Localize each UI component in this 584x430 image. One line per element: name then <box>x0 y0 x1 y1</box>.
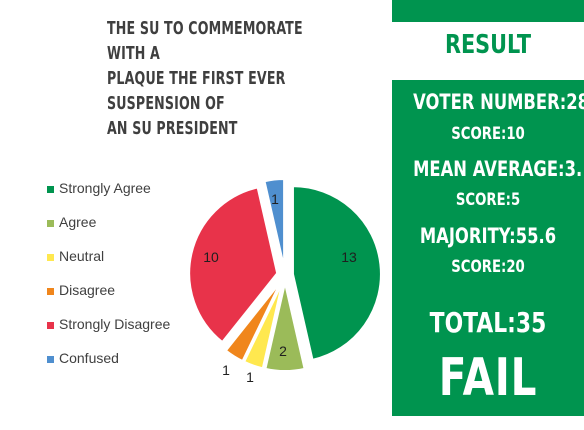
result-panel: RESULT VOTER NUMBER:28 SCORE:10 MEAN AVE… <box>392 0 584 430</box>
legend-label: Disagree <box>59 282 116 298</box>
pie-slice <box>264 282 306 372</box>
legend-swatch <box>47 220 54 227</box>
voter-score: SCORE:10 <box>451 124 525 144</box>
pie-data-label: 1 <box>271 191 279 207</box>
verdict: FAIL <box>438 348 538 408</box>
pie-slice <box>188 186 279 344</box>
result-heading-box <box>392 22 584 80</box>
legend-swatch <box>47 288 54 295</box>
pie-slice <box>263 178 286 268</box>
legend-label: Strongly Agree <box>59 180 151 196</box>
legend-swatch <box>47 356 54 363</box>
result-heading: RESULT <box>444 30 532 60</box>
legend-swatch <box>47 322 54 329</box>
legend-swatch <box>47 186 54 193</box>
pie-data-label: 2 <box>279 343 287 359</box>
pie-slice <box>242 282 284 370</box>
pie-data-label: 10 <box>203 249 219 265</box>
majority: MAJORITY:55.6 <box>419 224 557 248</box>
legend-label: Neutral <box>59 248 105 264</box>
legend-label: Confused <box>59 350 119 366</box>
pie-slice <box>224 281 282 363</box>
result-panel-top-bar <box>392 0 584 22</box>
legend-label: Strongly Disagree <box>59 316 171 332</box>
mean-average: MEAN AVERAGE:3.18 <box>413 157 584 181</box>
legend-label: Agree <box>59 214 97 230</box>
pie-data-label: 1 <box>222 362 230 378</box>
pie-data-label: 1 <box>246 369 254 385</box>
pie-slice <box>291 185 382 362</box>
mean-score: SCORE:5 <box>455 190 521 210</box>
legend-swatch <box>47 254 54 261</box>
total-score: TOTAL:35 <box>429 306 547 339</box>
chart-title: THE SU TO COMMEMORATE WITH A PLAQUE THE … <box>107 18 303 139</box>
majority-score: SCORE:20 <box>451 257 525 277</box>
voter-number: VOTER NUMBER:28 <box>413 90 584 114</box>
result-body <box>392 80 584 416</box>
pie-data-label: 13 <box>341 249 357 265</box>
